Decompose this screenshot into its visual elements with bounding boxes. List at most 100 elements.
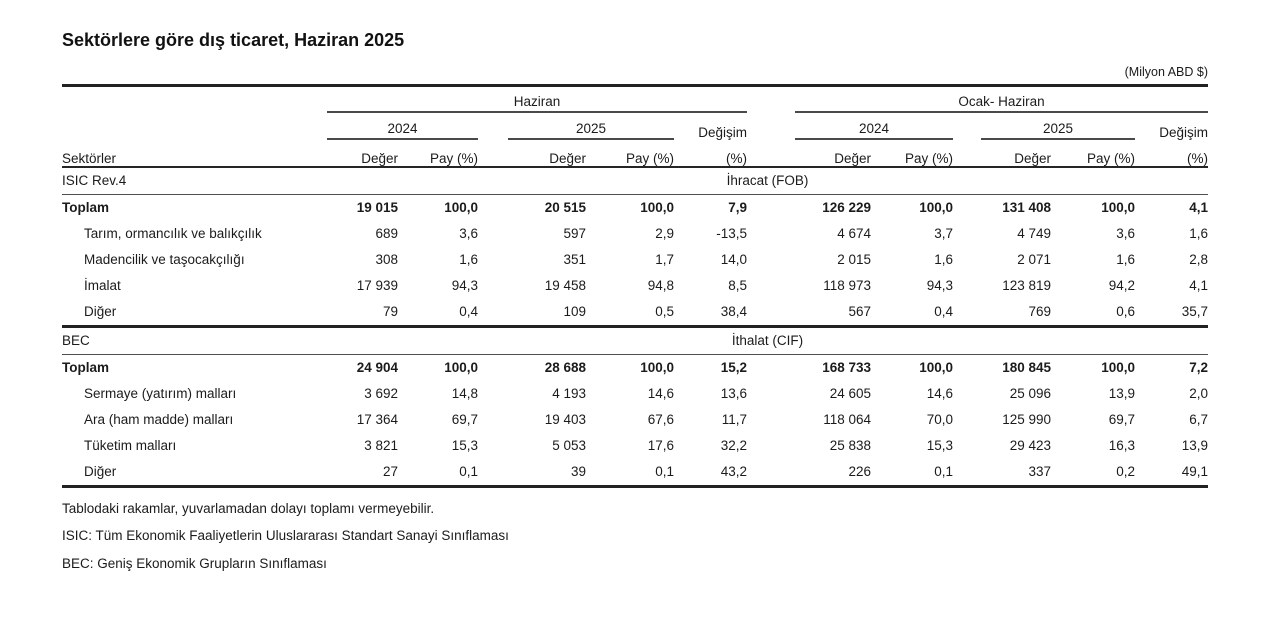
value-cell: 67,6	[647, 412, 674, 427]
subgroup-ocak-2024: 2024	[773, 113, 954, 140]
value-cell: 351	[563, 252, 586, 267]
table-row: Madencilik ve taşocakçılığı 308 1,6 351 1,7 1…	[62, 247, 1208, 273]
value-cell: 27	[382, 464, 398, 479]
column-spacer	[747, 194, 773, 221]
value-cell: 14,6	[926, 386, 954, 401]
value-cell: 118 973	[823, 278, 872, 293]
value-cell: 308	[375, 252, 398, 267]
header-degisim-haziran: Değişim	[698, 124, 748, 140]
value-cell: 0,5	[655, 304, 674, 319]
value-cell: 19 458	[544, 278, 586, 293]
column-spacer	[747, 86, 773, 167]
value-cell: 32,2	[720, 438, 748, 453]
column-spacer	[747, 221, 773, 247]
value-cell: 3 821	[364, 438, 398, 453]
header-deger: Değer	[361, 150, 398, 166]
section-header-row: BEC İthalat (CIF)	[62, 326, 1209, 354]
value-cell: 28 688	[544, 360, 586, 375]
value-cell: 3,6	[459, 226, 478, 241]
value-cell: 0,6	[1116, 304, 1136, 319]
value-cell: 226	[848, 464, 872, 479]
value-cell: 0,1	[655, 464, 674, 479]
value-cell: 20 515	[544, 200, 586, 215]
value-cell: 567	[848, 304, 872, 319]
value-cell: 14,0	[720, 252, 748, 267]
header-deger: Değer	[549, 150, 586, 166]
value-cell: 0,1	[934, 464, 954, 479]
table-row: Ara (ham madde) malları 17 364 69,7 19 403 6…	[62, 407, 1208, 433]
value-cell: 100,0	[1101, 360, 1136, 375]
value-cell: 0,2	[1116, 464, 1136, 479]
value-cell: 15,2	[720, 360, 748, 375]
value-cell: 19 403	[544, 412, 586, 427]
column-spacer	[747, 433, 773, 459]
footnotes: Tablodaki rakamlar, yuvarlamadan dolayı …	[62, 500, 1208, 573]
value-cell: 17,6	[647, 438, 674, 453]
table-row: Tarım, ormancılık ve balıkçılık 689 3,6 597…	[62, 221, 1208, 247]
subgroup-haziran-2025: 2025	[478, 113, 674, 140]
value-cell: 6,7	[1189, 412, 1209, 427]
table-row: Diğer 79 0,4 109 0,5 38,4 567 0,4 769 0,6 35,7	[62, 299, 1208, 327]
value-cell: 4 749	[1017, 226, 1052, 241]
table-row: Toplam 19 015 100,0 20 515 100,0 7,9 126 229 10…	[62, 194, 1208, 221]
value-cell: 14,6	[647, 386, 674, 401]
value-cell: 2,0	[1189, 386, 1209, 401]
value-cell: 125 990	[1002, 412, 1052, 427]
value-cell: 25 096	[1009, 386, 1052, 401]
value-cell: 100,0	[919, 200, 954, 215]
col-group-ocak-haziran-label: Ocak- Haziran	[795, 94, 1209, 113]
section-title-cell: İthalat (CIF)	[731, 333, 804, 348]
value-cell: 1,6	[459, 252, 478, 267]
page-container: Sektörlere göre dış ticaret, Haziran 202…	[62, 30, 1209, 573]
value-cell: 0,4	[459, 304, 478, 319]
table-row: Toplam 24 904 100,0 28 688 100,0 15,2 168 733 1…	[62, 354, 1208, 381]
table-row: İmalat 17 939 94,3 19 458 94,8 8,5 118 973 94,3…	[62, 273, 1208, 299]
footnote-isic: ISIC: Tüm Ekonomik Faaliyetlerin Uluslar…	[62, 528, 509, 543]
table-row: Tüketim malları 3 821 15,3 5 053 17,6 32,2 25 …	[62, 433, 1208, 459]
value-cell: 597	[563, 226, 586, 241]
value-cell: 1,6	[1116, 252, 1136, 267]
value-cell: 689	[375, 226, 398, 241]
row-label-cell: Diğer	[84, 304, 117, 319]
value-cell: 17 939	[356, 278, 398, 293]
header-pct: (%)	[726, 150, 748, 166]
value-cell: 69,7	[451, 412, 478, 427]
value-cell: 0,1	[459, 464, 478, 479]
value-cell: 17 364	[356, 412, 398, 427]
value-cell: 4,1	[1189, 278, 1209, 293]
header-pay: Pay (%)	[905, 150, 954, 166]
value-cell: 100,0	[919, 360, 954, 375]
column-spacer	[747, 354, 773, 381]
row-label-cell: Madencilik ve taşocakçılığı	[84, 252, 245, 267]
unit-note: (Milyon ABD $)	[1124, 65, 1208, 79]
value-cell: 19 015	[356, 200, 398, 215]
value-cell: 2 015	[837, 252, 872, 267]
row-label-cell: Sermaye (yatırım) malları	[84, 386, 237, 401]
header-sektorler: Sektörler	[62, 150, 117, 166]
column-spacer	[747, 299, 773, 327]
value-cell: 94,2	[1108, 278, 1136, 293]
value-cell: 337	[1028, 464, 1052, 479]
value-cell: 13,6	[720, 386, 748, 401]
subgroup-ocak-2025: 2025	[953, 113, 1136, 140]
value-cell: 8,5	[728, 278, 748, 293]
value-cell: 29 423	[1009, 438, 1052, 453]
row-label-cell: Toplam	[62, 200, 109, 215]
value-cell: 123 819	[1002, 278, 1052, 293]
value-cell: 70,0	[926, 412, 954, 427]
value-cell: 109	[563, 304, 586, 319]
value-cell: 1,6	[1189, 226, 1209, 241]
value-cell: 13,9	[1108, 386, 1136, 401]
value-cell: 11,7	[721, 412, 748, 427]
trade-table: Sektörler Haziran Ocak- Haziran 2024 202…	[62, 84, 1209, 488]
footnote-bec: BEC: Geniş Ekonomik Grupların Sınıflamas…	[62, 555, 327, 571]
value-cell: 7,2	[1189, 360, 1209, 375]
value-cell: 100,0	[640, 200, 674, 215]
row-label-cell: Tarım, ormancılık ve balıkçılık	[84, 226, 262, 241]
value-cell: 3 692	[364, 386, 398, 401]
header-pay: Pay (%)	[429, 150, 478, 166]
header-deger: Değer	[834, 150, 872, 166]
section-code-cell: ISIC Rev.4	[62, 173, 127, 188]
value-cell: 4 193	[552, 386, 586, 401]
value-cell: 4 674	[837, 226, 872, 241]
